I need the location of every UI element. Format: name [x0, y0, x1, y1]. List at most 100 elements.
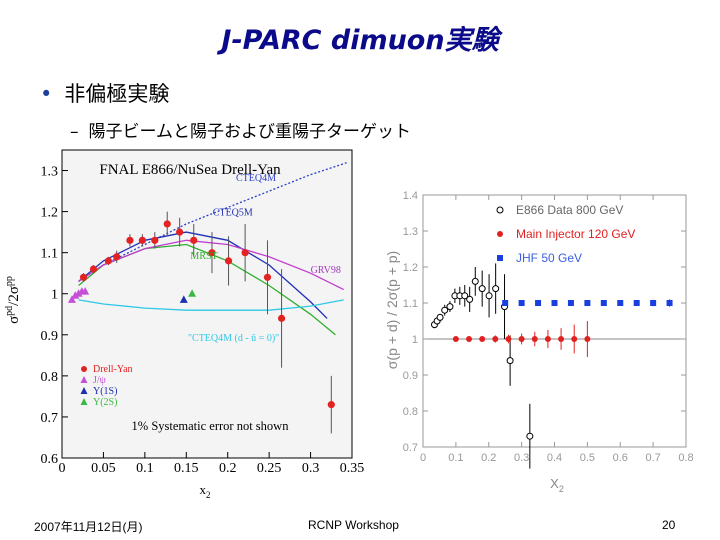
right-point-e866	[506, 357, 514, 365]
left-legend-label: Drell-Yan	[93, 364, 133, 375]
left-chart-title: FNAL E866/NuSea Drell-Yan	[99, 162, 281, 178]
right-point-jhf	[617, 300, 624, 306]
right-point-main-injector	[531, 336, 538, 342]
right-x-tick-label: 0.3	[514, 452, 529, 464]
left-x-tick-label: 0.2	[219, 461, 237, 476]
left-y-tick-label: 1.3	[41, 165, 59, 180]
left-point-drell-yan	[190, 236, 198, 244]
left-legend-label: J/ψ	[93, 375, 107, 386]
right-point-jhf	[502, 300, 509, 306]
left-point-drell-yan	[138, 236, 146, 244]
left-point-drell-yan	[224, 257, 233, 265]
left-y-axis-label: σpd/2σpp	[4, 276, 22, 324]
right-chart-projection: 0 0.1 0.2 0.3 0.4 0.5 0.6 0.7 0.8 0.7 0.8 0.9 1 1.1 1.…	[384, 190, 694, 494]
left-curve-label: "CTEQ4M (d - ū = 0)"	[188, 333, 279, 344]
left-y-tick-label: 1.2	[41, 206, 59, 221]
left-point-drell-yan	[176, 228, 184, 236]
right-x-tick-label: 0.1	[448, 452, 463, 464]
footer-date: 2007年11月12日(月)	[34, 520, 143, 534]
left-y-tick-label: 1	[51, 288, 58, 303]
right-y-tick-label: 1.4	[403, 190, 418, 202]
left-point-drell-yan	[89, 265, 98, 273]
left-legend-marker	[80, 387, 88, 394]
left-legend-marker	[80, 398, 88, 405]
right-point-main-injector	[544, 336, 551, 342]
right-legend-label: JHF 50 GeV	[516, 251, 582, 265]
slide-title: J-PARC dimuon実験	[221, 25, 499, 56]
right-x-axis-label: X2	[550, 476, 564, 494]
left-y-tick-label: 0.9	[41, 329, 59, 344]
right-legend-marker	[497, 255, 503, 261]
left-point-drell-yan	[79, 273, 88, 281]
right-point-main-injector	[505, 336, 512, 342]
right-y-tick-label: 1.3	[403, 226, 418, 238]
left-point-triangle	[179, 295, 188, 303]
left-y-tick-label: 0.6	[41, 452, 59, 467]
right-legend-marker	[497, 231, 503, 237]
right-point-e866	[478, 285, 486, 293]
left-point-drell-yan	[277, 314, 286, 322]
left-legend-label: Υ(2S)	[93, 397, 117, 408]
right-point-main-injector	[492, 336, 499, 342]
left-plot-background	[62, 150, 352, 458]
left-y-tick-label: 1.1	[41, 247, 59, 262]
left-legend-marker	[80, 376, 88, 383]
left-point-drell-yan	[113, 253, 121, 261]
right-y-tick-label: 1	[412, 334, 418, 346]
left-curve-label: CTEQ4M	[236, 173, 276, 184]
right-y-tick-label: 0.8	[403, 406, 418, 418]
sub-bullet-text: 陽子ビームと陽子および重陽子ターゲット	[88, 122, 412, 142]
right-x-tick-label: 0.5	[580, 452, 595, 464]
right-legend-label: E866 Data 800 GeV	[516, 203, 623, 217]
right-point-jhf	[633, 300, 640, 306]
left-chart-annotation: 1% Systematic error not shown	[132, 419, 290, 433]
right-point-e866	[461, 292, 469, 300]
left-point-drell-yan	[104, 257, 112, 265]
right-point-jhf	[567, 300, 574, 306]
right-y-tick-label: 1.1	[403, 298, 418, 310]
left-x-tick-label: 0.05	[91, 461, 116, 476]
left-curve-label: GRV98	[311, 265, 341, 276]
right-point-main-injector	[584, 336, 591, 342]
right-point-jhf	[600, 300, 607, 306]
right-point-jhf	[551, 300, 558, 306]
right-point-e866	[471, 277, 479, 285]
right-point-main-injector	[479, 336, 486, 342]
footer-page-number: 20	[662, 518, 676, 532]
left-point-triangle	[74, 289, 83, 297]
right-x-tick-label: 0.2	[481, 452, 496, 464]
right-point-jhf	[535, 300, 542, 306]
left-chart-e866: 0 0.05 0.1 0.15 0.2 0.25 0.3 0.35 0.6 0.7 0.8 0.9 1 1…	[4, 149, 365, 500]
left-x-tick-label: 0.35	[340, 461, 365, 476]
left-curve-1	[78, 231, 328, 319]
right-point-e866	[436, 313, 444, 321]
left-point-drell-yan	[241, 249, 249, 257]
left-x-tick-label: 0.1	[136, 461, 154, 476]
left-point-triangle	[71, 291, 80, 299]
right-point-jhf	[666, 300, 673, 306]
right-point-main-injector	[452, 336, 459, 342]
left-x-tick-label: 0.3	[302, 461, 320, 476]
left-point-drell-yan	[151, 236, 159, 244]
left-x-tick-label: 0.25	[257, 461, 282, 476]
right-point-e866	[466, 295, 474, 303]
left-curve-label: MRST	[190, 251, 217, 262]
bullet-text: 非偏極実験	[64, 82, 170, 106]
right-point-e866	[446, 303, 454, 311]
left-x-tick-label: 0.15	[174, 461, 199, 476]
left-point-triangle	[67, 295, 76, 303]
left-point-drell-yan	[163, 220, 171, 228]
sub-bullet-item: – 陽子ビームと陽子および重陽子ターゲット	[70, 117, 411, 142]
bullet-item: • 非偏極実験	[40, 78, 169, 108]
left-point-triangle	[188, 289, 197, 297]
right-point-main-injector	[518, 336, 525, 342]
right-point-jhf	[518, 300, 525, 306]
left-curve-4	[78, 299, 344, 311]
right-x-tick-label: 0.4	[547, 452, 562, 464]
right-legend-marker	[496, 206, 504, 214]
right-y-tick-label: 1.2	[403, 262, 418, 274]
right-point-main-injector	[571, 336, 578, 342]
right-x-tick-label: 0.6	[613, 452, 628, 464]
left-legend-label: Υ(1S)	[93, 386, 117, 397]
right-y-tick-label: 0.9	[403, 370, 418, 382]
